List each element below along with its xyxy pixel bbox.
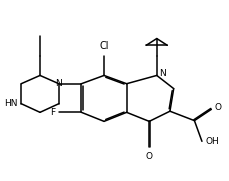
Text: N: N: [55, 79, 62, 88]
Text: O: O: [146, 152, 153, 161]
Text: HN: HN: [4, 99, 17, 108]
Text: O: O: [214, 103, 221, 111]
Text: F: F: [50, 108, 55, 117]
Text: OH: OH: [206, 137, 219, 146]
Text: N: N: [159, 69, 166, 78]
Text: Cl: Cl: [99, 41, 109, 50]
